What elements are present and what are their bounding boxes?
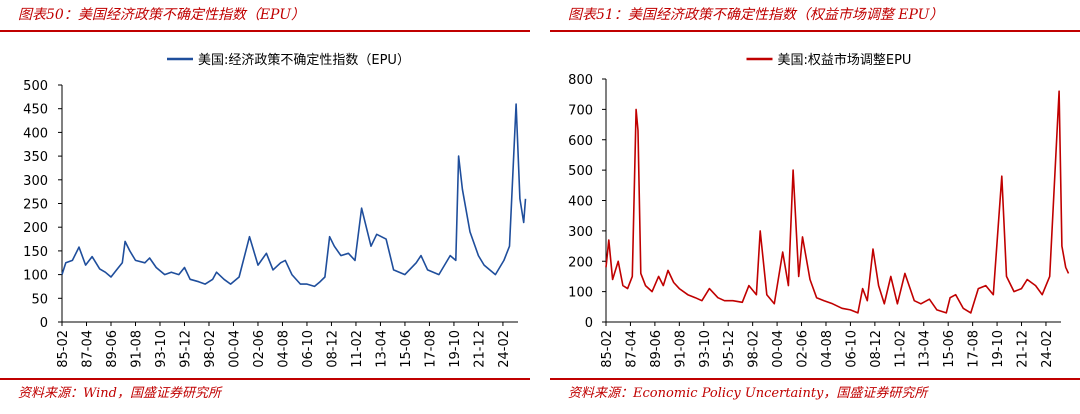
y-tick-label: 700 (568, 103, 593, 118)
y-tick-label: 450 (23, 103, 48, 118)
x-tick-label: 98-02 (747, 330, 762, 368)
equity-epu-line-chart: 0 100 200 300 400 500 600 700 800 85-02 87-04 89-06… (568, 52, 1070, 368)
series-line (61, 103, 527, 288)
y-tick-label: 0 (585, 316, 593, 331)
x-tick-label: 06-10 (844, 330, 859, 368)
x-tick-label: 02-06 (252, 330, 267, 368)
chart-panel-equity-epu: 图表51：美国经济政策不确定性指数（权益市场调整 EPU） 0 100 200 300… (550, 0, 1080, 414)
x-tick-label: 15-06 (942, 330, 957, 368)
y-tick-label: 100 (568, 286, 593, 301)
bottom-rule (550, 378, 1080, 380)
x-tick-label: 85-02 (56, 330, 71, 368)
y-tick-label: 300 (23, 174, 48, 189)
chart-panel-epu: 图表50：美国经济政策不确定性指数（EPU） 0 50 100 150 200 250 30… (0, 0, 530, 414)
x-tick-label: 17-08 (967, 330, 982, 368)
y-tick-label: 150 (23, 245, 48, 260)
x-tick-label: 06-10 (301, 330, 316, 368)
y-tick-label: 500 (23, 79, 48, 94)
x-tick-label: 89-06 (105, 330, 120, 368)
x-tick-label: 15-06 (399, 330, 414, 368)
x-tick-label: 17-08 (423, 330, 438, 368)
x-tick-label: 00-04 (771, 330, 786, 368)
y-tick-label: 250 (23, 198, 48, 213)
x-tick-label: 13-04 (374, 330, 389, 368)
y-tick-label: 200 (23, 221, 48, 236)
figure-title: 图表50：美国经济政策不确定性指数（EPU） (18, 7, 306, 23)
y-tick-label: 350 (23, 150, 48, 165)
x-tick-label: 04-08 (276, 330, 291, 368)
x-tick-label: 95-12 (178, 330, 193, 368)
y-tick-label: 100 (23, 269, 48, 284)
legend-label: 美国:权益市场调整EPU (778, 52, 912, 68)
legend-label: 美国:经济政策不确定性指数（EPU） (198, 52, 410, 68)
x-tick-label: 98-02 (203, 330, 218, 368)
x-tick-label: 95-12 (722, 330, 737, 368)
figure-source: 资料来源：Economic Policy Uncertainty，国盛证券研究所 (568, 386, 928, 401)
x-tick-label: 24-02 (497, 330, 512, 368)
x-tick-label: 87-04 (80, 330, 95, 368)
x-tick-label: 93-10 (698, 330, 713, 368)
y-tick-label: 300 (568, 225, 593, 240)
x-tick-label: 19-10 (991, 330, 1006, 368)
x-tick-label: 02-06 (796, 330, 811, 368)
x-tick-label: 91-08 (129, 330, 144, 368)
x-tick-label: 21-12 (1016, 330, 1031, 368)
x-tick-label: 87-04 (624, 330, 639, 368)
x-tick-label: 24-02 (1040, 330, 1055, 368)
series-line (605, 90, 1070, 314)
x-tick-label: 13-04 (918, 330, 933, 368)
x-tick-label: 19-10 (448, 330, 463, 368)
x-tick-label: 00-04 (227, 330, 242, 368)
x-tick-label: 91-08 (673, 330, 688, 368)
y-tick-label: 200 (568, 255, 593, 270)
y-tick-label: 50 (31, 292, 48, 307)
y-tick-label: 800 (568, 73, 593, 88)
x-tick-label: 08-12 (325, 330, 340, 368)
y-tick-label: 500 (568, 164, 593, 179)
y-tick-label: 400 (568, 195, 593, 210)
bottom-rule (0, 378, 530, 380)
x-tick-label: 11-02 (350, 330, 365, 368)
x-tick-label: 21-12 (472, 330, 487, 368)
x-tick-label: 85-02 (600, 330, 615, 368)
x-tick-label: 04-08 (820, 330, 835, 368)
y-tick-label: 400 (23, 126, 48, 141)
figure-source: 资料来源：Wind，国盛证券研究所 (18, 386, 221, 401)
top-rule (550, 30, 1080, 32)
y-tick-label: 600 (568, 134, 593, 149)
x-tick-label: 93-10 (154, 330, 169, 368)
x-tick-label: 89-06 (649, 330, 664, 368)
y-tick-label: 0 (40, 316, 48, 331)
top-rule (0, 30, 530, 32)
x-tick-label: 11-02 (893, 330, 908, 368)
epu-line-chart: 0 50 100 150 200 250 300 350 400 450 500 85-02 87-04… (23, 52, 527, 368)
x-tick-label: 08-12 (869, 330, 884, 368)
figure-title: 图表51：美国经济政策不确定性指数（权益市场调整 EPU） (568, 7, 944, 23)
